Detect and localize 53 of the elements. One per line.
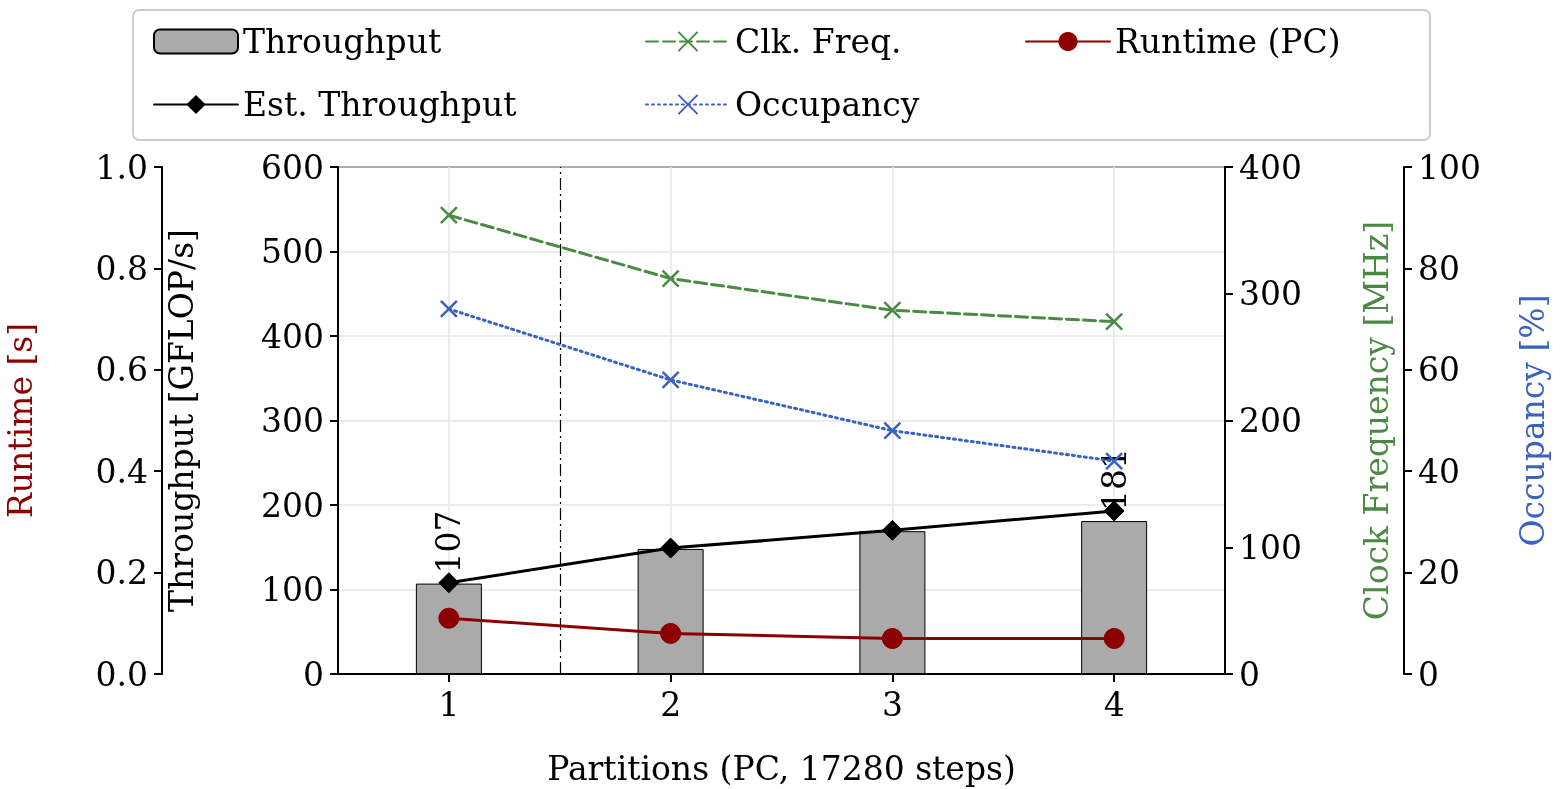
point <box>1103 628 1125 649</box>
legend-label: Throughput <box>243 22 442 61</box>
y-tick-label: 0.0 <box>95 654 148 694</box>
y3-tick-label: 0 <box>1418 654 1439 694</box>
y-tick-label: 1.0 <box>95 147 148 187</box>
legend-label: Runtime (PC) <box>1115 22 1341 61</box>
y3-axis-title: Occupancy [%] <box>1513 294 1552 547</box>
y3-tick-label: 20 <box>1418 553 1460 593</box>
y3-tick-label: 100 <box>1418 147 1481 187</box>
y2-tick-label: 0 <box>1239 654 1260 694</box>
point <box>1104 312 1124 331</box>
y-tick-label: 200 <box>261 485 324 525</box>
point <box>438 607 460 629</box>
y-tick-label: 0.6 <box>95 350 148 390</box>
legend-label: Est. Throughput <box>243 85 517 124</box>
data-label: 107 <box>429 510 469 574</box>
point <box>661 370 680 390</box>
x-tick-label: 1 <box>438 685 460 724</box>
y-tick-label: 0.2 <box>95 553 148 593</box>
y-tick-label: 300 <box>261 401 324 440</box>
y3-tick-label: 80 <box>1418 248 1460 288</box>
point <box>660 622 682 644</box>
point <box>881 519 903 541</box>
legend-label: Clk. Freq. <box>735 22 902 61</box>
y2-axis-title: Clock Frequency [MHz] <box>1357 220 1396 621</box>
y-tick-label: 400 <box>261 316 324 356</box>
y3-tick-label: 40 <box>1418 451 1460 491</box>
x-tick-label: 2 <box>660 685 682 724</box>
point <box>883 421 902 440</box>
y-axis-title: Runtime [s] <box>1 322 40 519</box>
y-tick-label: 0.8 <box>95 248 148 288</box>
x-axis-title: Partitions (PC, 17280 steps) <box>547 749 1016 788</box>
point <box>438 572 460 594</box>
point <box>439 205 459 225</box>
y-axis-title: Throughput [GFLOP/s] <box>162 229 201 612</box>
y-tick-label: 0 <box>303 654 324 694</box>
y2-tick-label: 100 <box>1239 527 1302 567</box>
point <box>439 299 459 319</box>
y2-tick-label: 200 <box>1239 401 1302 440</box>
point <box>883 300 902 320</box>
y-tick-label: 100 <box>261 570 324 609</box>
y3-tick-label: 60 <box>1418 350 1460 390</box>
point <box>661 269 680 288</box>
point <box>881 628 903 649</box>
y-tick-label: 600 <box>261 147 324 187</box>
x-tick-label: 3 <box>881 685 903 724</box>
legend-label: Occupancy <box>735 85 920 124</box>
y-tick-label: 0.4 <box>95 451 148 491</box>
x-tick-label: 4 <box>1103 685 1125 724</box>
y2-tick-label: 300 <box>1239 274 1302 314</box>
y2-tick-label: 400 <box>1239 147 1302 187</box>
y-tick-label: 500 <box>261 232 324 271</box>
point <box>660 537 682 559</box>
